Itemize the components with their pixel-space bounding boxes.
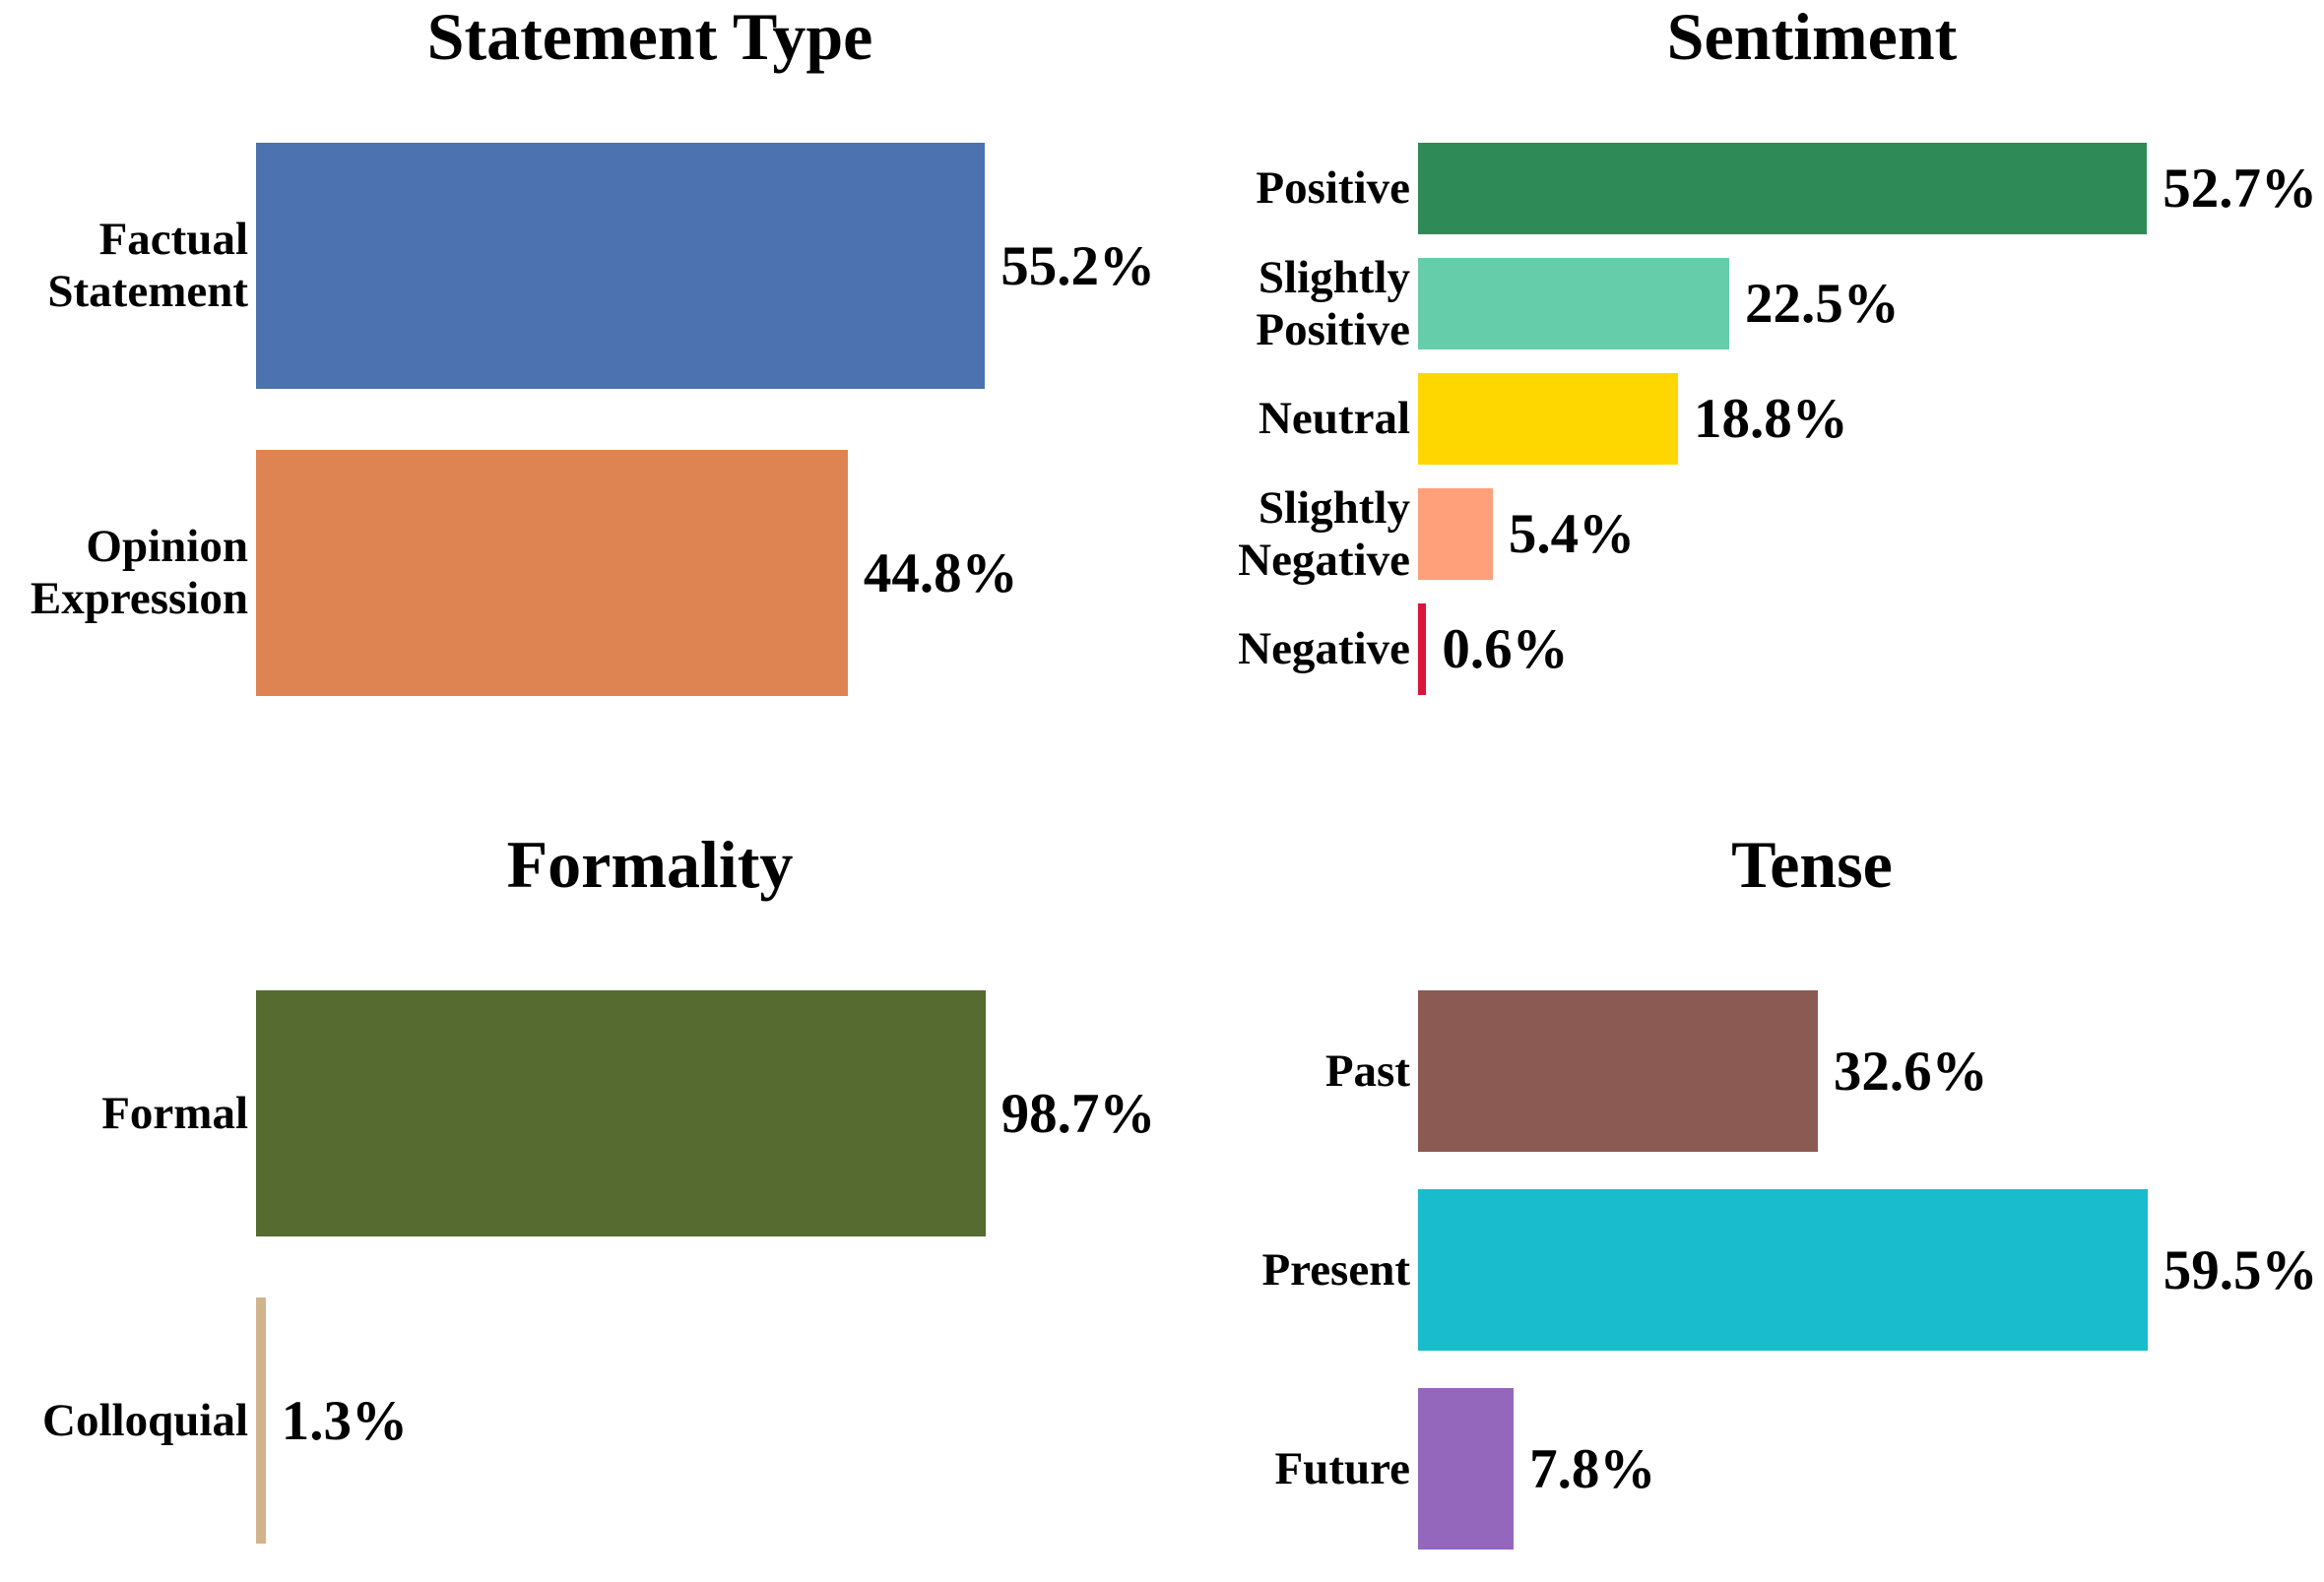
bar-opinion-expression [256, 450, 848, 696]
bar-area: 59.5% [1418, 1189, 2324, 1351]
value-label: 18.8% [1694, 388, 1848, 450]
bar-rows: Factual Statement 55.2% Opinion Expression… [0, 143, 1162, 696]
bar-area: 52.7% [1418, 143, 2324, 234]
category-label: Colloquial [42, 1394, 248, 1446]
bar-future [1418, 1388, 1515, 1550]
value-label: 55.2% [1001, 234, 1156, 297]
category-label: Opinion Expression [30, 521, 248, 624]
category-label: Neutral [1258, 393, 1410, 445]
bar-rows: Positive 52.7% Slightly Positive 22.5% Neutr… [1162, 143, 2324, 695]
value-label: 5.4% [1508, 503, 1636, 565]
category-label: Negative [1238, 623, 1410, 675]
value-label: 44.8% [863, 541, 1018, 604]
category-label: Slightly Positive [1256, 251, 1410, 355]
bar-area: 32.6% [1418, 990, 2324, 1152]
value-label: 98.7% [1001, 1082, 1156, 1145]
chart-title: Sentiment [1666, 0, 1958, 74]
bar-row-future: Future 7.8% [1162, 1388, 2324, 1550]
category-label: Formal [101, 1087, 248, 1139]
bar-rows: Past 32.6% Present 59.5% Future 7.8% [1162, 990, 2324, 1550]
bar-row-past: Past 32.6% [1162, 990, 2324, 1152]
category-label: Present [1261, 1243, 1410, 1296]
bar-area: 7.8% [1418, 1388, 2324, 1550]
value-label: 1.3% [281, 1389, 408, 1452]
bar-area: 1.3% [256, 1297, 1162, 1544]
value-label: 0.6% [1442, 618, 1569, 680]
bar-factual-statement [256, 143, 986, 389]
chart-title: Formality [506, 827, 794, 902]
category-label: Past [1324, 1044, 1410, 1097]
bar-row-neutral: Neutral 18.8% [1162, 373, 2324, 465]
value-label: 7.8% [1529, 1437, 1656, 1500]
category-label: Future [1274, 1442, 1410, 1494]
chart-panel-sentiment: Sentiment Positive 52.7% Slightly Positive 2… [1162, 0, 2324, 791]
chart-panel-statement-type: Statement Type Factual Statement 55.2% Opin… [0, 0, 1162, 791]
bar-area: 5.4% [1418, 488, 2324, 580]
chart-panel-formality: Formality Formal 98.7% Colloquial 1.3% [0, 791, 1162, 1582]
chart-title: Statement Type [426, 0, 873, 74]
chart-panel-tense: Tense Past 32.6% Present 59.5% Future 7.8% [1162, 791, 2324, 1582]
bar-row-factual-statement: Factual Statement 55.2% [0, 143, 1162, 389]
bar-positive [1418, 143, 2148, 234]
bar-slightly-positive [1418, 258, 1730, 349]
bar-area: 0.6% [1418, 603, 2324, 695]
bar-present [1418, 1189, 2148, 1351]
bar-row-formal: Formal 98.7% [0, 990, 1162, 1236]
bar-area: 98.7% [256, 990, 1162, 1236]
bar-past [1418, 990, 1818, 1152]
category-label: Factual Statement [47, 214, 248, 317]
value-label: 32.6% [1833, 1040, 1988, 1103]
bar-row-positive: Positive 52.7% [1162, 143, 2324, 234]
value-label: 22.5% [1745, 273, 1900, 335]
bar-colloquial [256, 1297, 266, 1544]
bar-rows: Formal 98.7% Colloquial 1.3% [0, 990, 1162, 1544]
chart-title: Tense [1731, 827, 1893, 902]
category-label: Positive [1256, 162, 1410, 215]
bar-area: 18.8% [1418, 373, 2324, 465]
bar-area: 22.5% [1418, 258, 2324, 349]
value-label: 59.5% [2163, 1238, 2318, 1301]
bar-area: 44.8% [256, 450, 1162, 696]
bar-neutral [1418, 373, 1679, 465]
bar-area: 55.2% [256, 143, 1162, 389]
bar-row-slightly-positive: Slightly Positive 22.5% [1162, 252, 2324, 355]
bar-negative [1418, 603, 1427, 695]
value-label: 52.7% [2163, 158, 2317, 220]
bar-slightly-negative [1418, 488, 1493, 580]
bar-row-present: Present 59.5% [1162, 1189, 2324, 1351]
bar-formal [256, 990, 986, 1236]
bar-row-negative: Negative 0.6% [1162, 603, 2324, 695]
bar-row-opinion-expression: Opinion Expression 44.8% [0, 450, 1162, 696]
bar-row-colloquial: Colloquial 1.3% [0, 1297, 1162, 1544]
category-label: Slightly Negative [1238, 481, 1410, 586]
bar-row-slightly-negative: Slightly Negative 5.4% [1162, 482, 2324, 586]
